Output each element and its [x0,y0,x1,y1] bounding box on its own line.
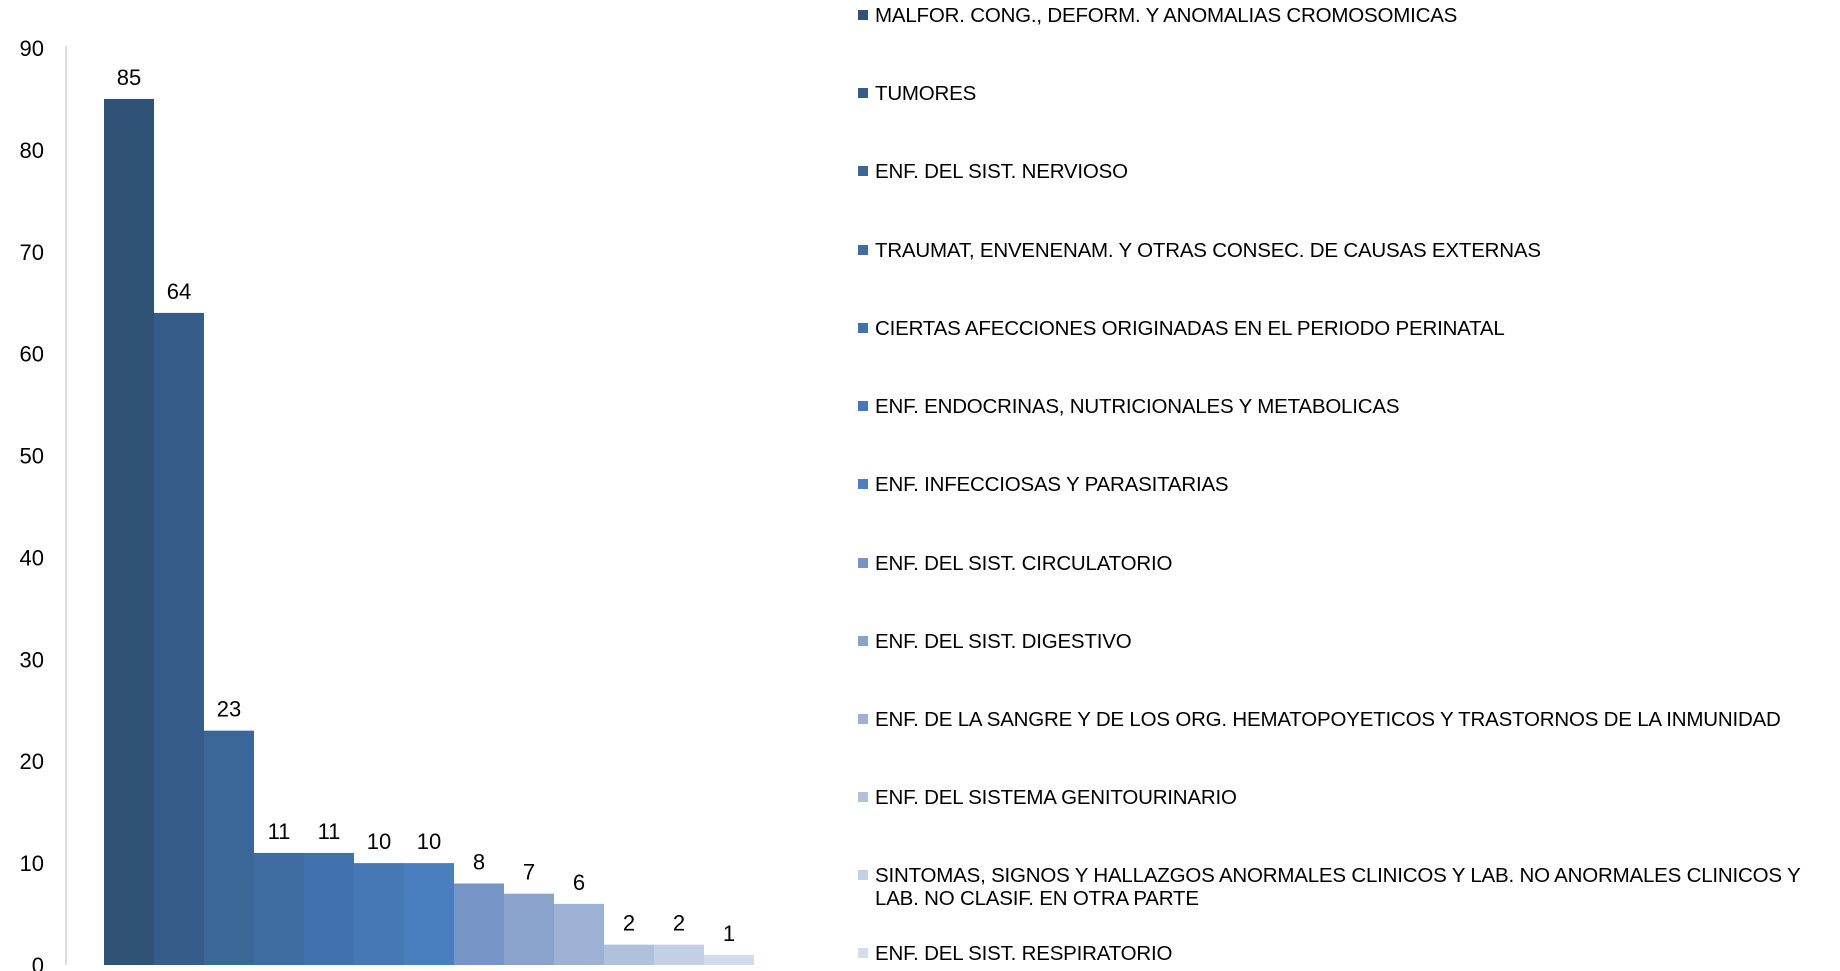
bar [554,903,604,965]
bars [104,98,754,965]
y-tick-label: 10 [20,851,44,876]
bar-chart: 0 10 20 30 40 50 60 70 80 90 85 64 23 11 11 10 10 8 7 6 2 2 1 [20,36,754,971]
legend-item: CIERTAS AFECCIONES ORIGINADAS EN EL PERI… [858,317,1835,340]
bar [304,852,354,965]
legend-item: ENF. DEL SIST. CIRCULATORIO [858,552,1835,575]
bar [154,312,204,965]
legend-swatch [858,10,868,20]
bar [354,863,404,965]
data-labels: 85 64 23 11 11 10 10 8 7 6 2 2 1 [117,65,735,946]
data-label: 10 [417,829,441,854]
legend-item: ENF. ENDOCRINAS, NUTRICIONALES Y METABOL… [858,395,1835,418]
legend-item: ENF. DEL SIST. RESPIRATORIO [858,942,1835,965]
legend-item: TUMORES [858,82,1835,105]
bar [404,863,454,965]
legend-item: ENF. DEL SIST. DIGESTIVO [858,630,1835,653]
y-axis: 0 10 20 30 40 50 60 70 80 90 [20,36,67,971]
legend-item: MALFOR. CONG., DEFORM. Y ANOMALIAS CROMO… [858,4,1835,27]
data-label: 23 [217,697,241,722]
legend-swatch [858,558,868,568]
legend-label: TRAUMAT, ENVENENAM. Y OTRAS CONSEC. DE C… [875,239,1541,262]
legend-label: ENF. INFECCIOSAS Y PARASITARIAS [875,473,1229,496]
y-tick-label: 90 [20,36,44,61]
y-tick-label: 30 [20,647,44,672]
legend-label: TUMORES [875,82,977,105]
y-tick-label: 20 [20,749,44,774]
bar [204,730,254,965]
legend-swatch [858,245,868,255]
bar [604,944,654,965]
legend-label: MALFOR. CONG., DEFORM. Y ANOMALIAS CROMO… [875,4,1458,27]
data-label: 6 [573,870,585,895]
legend-label: ENF. DEL SISTEMA GENITOURINARIO [875,786,1237,809]
legend-swatch [858,401,868,411]
data-label: 8 [473,849,485,874]
data-label: 10 [367,829,391,854]
bar [654,944,704,965]
data-label: 11 [268,819,291,844]
legend-label: ENF. DEL SIST. NERVIOSO [875,160,1128,183]
data-label: 7 [523,860,535,885]
legend-item: TRAUMAT, ENVENENAM. Y OTRAS CONSEC. DE C… [858,239,1835,262]
bar [504,893,554,965]
bar [454,883,504,965]
data-label: 11 [318,819,341,844]
legend-swatch [858,88,868,98]
data-label: 64 [167,279,191,304]
legend-label: ENF. DEL SIST. CIRCULATORIO [875,552,1173,575]
legend-label: ENF. DE LA SANGRE Y DE LOS ORG. HEMATOPO… [875,708,1781,731]
legend-item: ENF. DEL SIST. NERVIOSO [858,160,1835,183]
y-tick-label: 60 [20,342,44,367]
data-label: 2 [623,911,635,936]
legend-label: SINTOMAS, SIGNOS Y HALLAZGOS ANORMALES C… [875,864,1801,910]
legend-item: ENF. DEL SISTEMA GENITOURINARIO [858,786,1835,809]
bar [254,852,304,965]
legend-item: ENF. INFECCIOSAS Y PARASITARIAS [858,473,1835,496]
legend-swatch [858,792,868,802]
legend-item: SINTOMAS, SIGNOS Y HALLAZGOS ANORMALES C… [858,864,1835,910]
data-label: 2 [673,911,685,936]
legend-swatch [858,479,868,489]
y-tick-label: 50 [20,444,44,469]
y-tick-label: 80 [20,138,44,163]
data-label: 1 [723,921,735,946]
legend-swatch [858,714,868,724]
legend-swatch [858,323,868,333]
bar [704,954,754,965]
y-tick-label: 40 [20,545,44,570]
data-label: 85 [117,65,141,90]
legend-swatch [858,636,868,646]
legend-label: ENF. DEL SIST. RESPIRATORIO [875,942,1173,965]
y-tick-label: 70 [20,240,44,265]
bar [104,98,154,965]
legend-swatch [858,166,868,176]
y-tick-label: 0 [32,953,44,971]
legend-label: ENF. DEL SIST. DIGESTIVO [875,630,1132,653]
legend-label: ENF. ENDOCRINAS, NUTRICIONALES Y METABOL… [875,395,1400,418]
legend-label: CIERTAS AFECCIONES ORIGINADAS EN EL PERI… [875,317,1505,340]
legend-item: ENF. DE LA SANGRE Y DE LOS ORG. HEMATOPO… [858,708,1835,731]
legend-swatch [858,948,868,958]
legend-swatch [858,870,868,880]
